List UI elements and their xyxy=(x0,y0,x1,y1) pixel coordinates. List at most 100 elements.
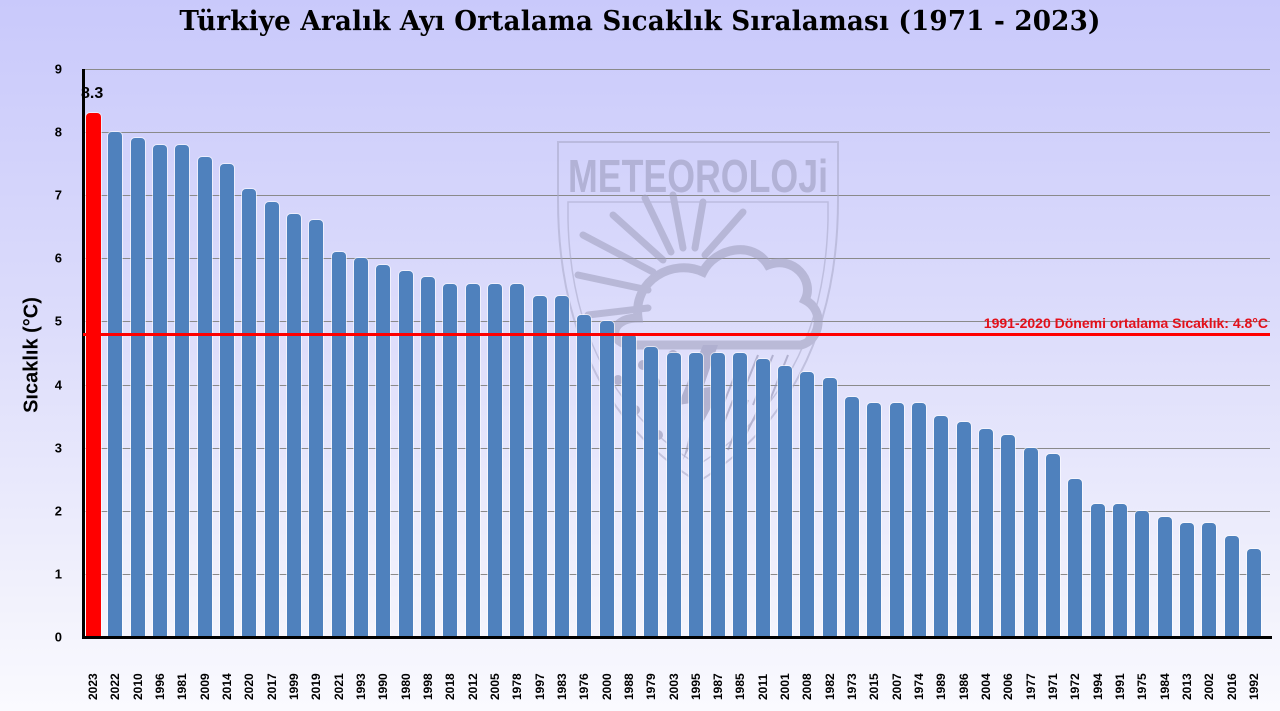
bar-2010 xyxy=(130,138,145,637)
bar-1984 xyxy=(1157,517,1172,637)
bar-2014 xyxy=(219,163,234,637)
x-tick-label: 1995 xyxy=(688,673,703,700)
x-tick-label: 1979 xyxy=(644,673,659,700)
bar-2022 xyxy=(108,132,123,637)
x-tick-label: 1997 xyxy=(532,673,547,700)
x-tick-label: 2006 xyxy=(1001,673,1016,700)
x-tick-label: 1998 xyxy=(420,673,435,700)
x-tick-label: 2005 xyxy=(487,673,502,700)
bar-1975 xyxy=(1135,510,1150,637)
x-tick-label: 1991 xyxy=(1113,673,1128,700)
bar-1986 xyxy=(956,422,971,637)
x-tick-label: 2003 xyxy=(666,673,681,700)
bar-2003 xyxy=(666,353,681,637)
bar-2011 xyxy=(755,359,770,637)
bar-1993 xyxy=(353,258,368,637)
bar-2013 xyxy=(1180,523,1195,637)
y-tick-label: 0 xyxy=(54,629,62,645)
x-tick-label: 2016 xyxy=(1224,673,1239,700)
gridline xyxy=(83,69,1270,70)
bar-1985 xyxy=(733,353,748,637)
x-tick-label: 2007 xyxy=(889,673,904,700)
x-tick-label: 1993 xyxy=(353,673,368,700)
bar-2000 xyxy=(599,321,614,637)
y-tick-label: 1 xyxy=(54,566,62,582)
x-tick-label: 1985 xyxy=(733,673,748,700)
x-tick-label: 2023 xyxy=(86,673,100,700)
bar-1995 xyxy=(688,353,703,637)
x-tick-label: 2009 xyxy=(197,673,212,700)
x-tick-label: 2018 xyxy=(443,673,458,700)
bar-1997 xyxy=(532,296,547,637)
chart-title: Türkiye Aralık Ayı Ortalama Sıcaklık Sır… xyxy=(179,6,1101,37)
x-tick-label: 2013 xyxy=(1180,673,1195,700)
x-tick-label: 2022 xyxy=(108,673,123,700)
x-tick-label: 1996 xyxy=(152,673,167,700)
y-tick-label: 8 xyxy=(54,124,62,140)
bar-2017 xyxy=(264,201,279,637)
y-tick-label: 6 xyxy=(54,250,62,266)
bar-2004 xyxy=(979,428,994,637)
bar-2019 xyxy=(309,220,324,637)
bar-2001 xyxy=(778,365,793,637)
x-tick-label: 2020 xyxy=(242,673,257,700)
bar-1977 xyxy=(1023,447,1038,637)
x-tick-label: 1984 xyxy=(1157,673,1172,700)
bar-1980 xyxy=(398,270,413,637)
bar-2021 xyxy=(331,252,346,637)
bar-1976 xyxy=(577,315,592,637)
x-tick-label: 1990 xyxy=(376,673,391,700)
bar-2012 xyxy=(465,283,480,637)
x-tick-label: 1987 xyxy=(711,673,726,700)
y-axis-line xyxy=(82,69,85,638)
x-tick-label: 1983 xyxy=(554,673,569,700)
x-tick-label: 2021 xyxy=(331,673,346,700)
bar-1974 xyxy=(912,403,927,637)
x-tick-label: 1981 xyxy=(175,673,190,700)
bar-1996 xyxy=(152,144,167,637)
bar-1992 xyxy=(1247,548,1261,637)
bar-2006 xyxy=(1001,435,1016,637)
bar-1994 xyxy=(1090,504,1105,637)
x-tick-label: 2002 xyxy=(1202,673,1217,700)
x-tick-label: 1971 xyxy=(1046,673,1061,700)
y-tick-label: 9 xyxy=(54,61,62,77)
y-tick-label: 2 xyxy=(54,503,62,519)
y-tick-label: 5 xyxy=(54,313,62,329)
bar-1983 xyxy=(554,296,569,637)
y-tick-label: 4 xyxy=(54,377,62,393)
gridline xyxy=(83,195,1270,197)
x-tick-label: 1974 xyxy=(912,673,927,700)
bar-1981 xyxy=(175,144,190,637)
y-tick-label: 3 xyxy=(54,440,62,456)
x-tick-label: 2004 xyxy=(979,673,994,700)
bar-2020 xyxy=(242,188,257,637)
x-tick-label: 1978 xyxy=(510,673,525,700)
bar-1989 xyxy=(934,416,949,637)
bar-1978 xyxy=(510,283,525,637)
x-tick-label: 2015 xyxy=(867,673,882,700)
x-tick-label: 2001 xyxy=(778,673,793,700)
gridline xyxy=(83,132,1270,134)
bar-1988 xyxy=(621,334,636,637)
x-tick-label: 2008 xyxy=(800,673,815,700)
x-tick-label: 2019 xyxy=(309,673,324,700)
bar-1999 xyxy=(286,214,301,637)
y-tick-label: 7 xyxy=(54,187,62,203)
bar-2005 xyxy=(487,283,502,637)
x-tick-label: 1994 xyxy=(1090,673,1105,700)
x-tick-label: 1989 xyxy=(934,673,949,700)
bar-2007 xyxy=(889,403,904,637)
bar-2008 xyxy=(800,371,815,637)
bar-2015 xyxy=(867,403,882,637)
x-tick-label: 1972 xyxy=(1068,673,1083,700)
x-tick-label: 1988 xyxy=(621,673,636,700)
x-tick-label: 1986 xyxy=(956,673,971,700)
x-tick-label: 2017 xyxy=(264,673,279,700)
bar-1991 xyxy=(1113,504,1128,637)
x-tick-label: 2014 xyxy=(219,673,234,700)
x-axis-line xyxy=(82,636,1272,639)
bar-2023 xyxy=(85,113,101,637)
bar-2016 xyxy=(1224,536,1239,637)
reference-line xyxy=(83,333,1270,337)
